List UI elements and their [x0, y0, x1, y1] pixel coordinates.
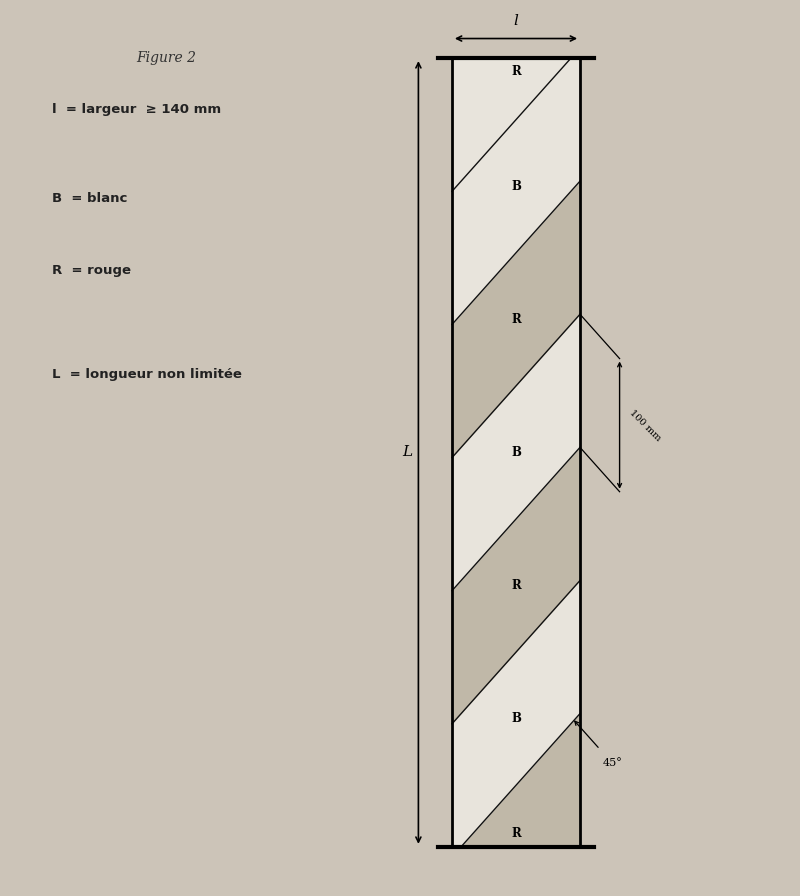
Polygon shape: [452, 447, 580, 724]
Polygon shape: [452, 58, 580, 847]
Text: L: L: [402, 445, 412, 460]
Text: B  = blanc: B = blanc: [52, 193, 127, 205]
Text: B: B: [511, 180, 521, 193]
Text: R: R: [511, 313, 521, 326]
Text: R  = rouge: R = rouge: [52, 264, 131, 277]
Text: B: B: [511, 446, 521, 459]
Polygon shape: [461, 713, 580, 847]
Text: L  = longueur non limitée: L = longueur non limitée: [52, 368, 242, 381]
Text: 45°: 45°: [602, 758, 622, 769]
Polygon shape: [452, 581, 580, 847]
Text: R: R: [511, 65, 521, 78]
Text: 100 mm: 100 mm: [627, 408, 662, 443]
Polygon shape: [452, 314, 580, 590]
Text: l: l: [514, 13, 518, 28]
Text: Figure 2: Figure 2: [136, 51, 196, 65]
Polygon shape: [452, 181, 580, 458]
Text: R: R: [511, 579, 521, 592]
Text: l  = largeur  ≥ 140 mm: l = largeur ≥ 140 mm: [52, 103, 221, 116]
Polygon shape: [452, 58, 580, 324]
Text: B: B: [511, 712, 521, 725]
Text: R: R: [511, 827, 521, 840]
